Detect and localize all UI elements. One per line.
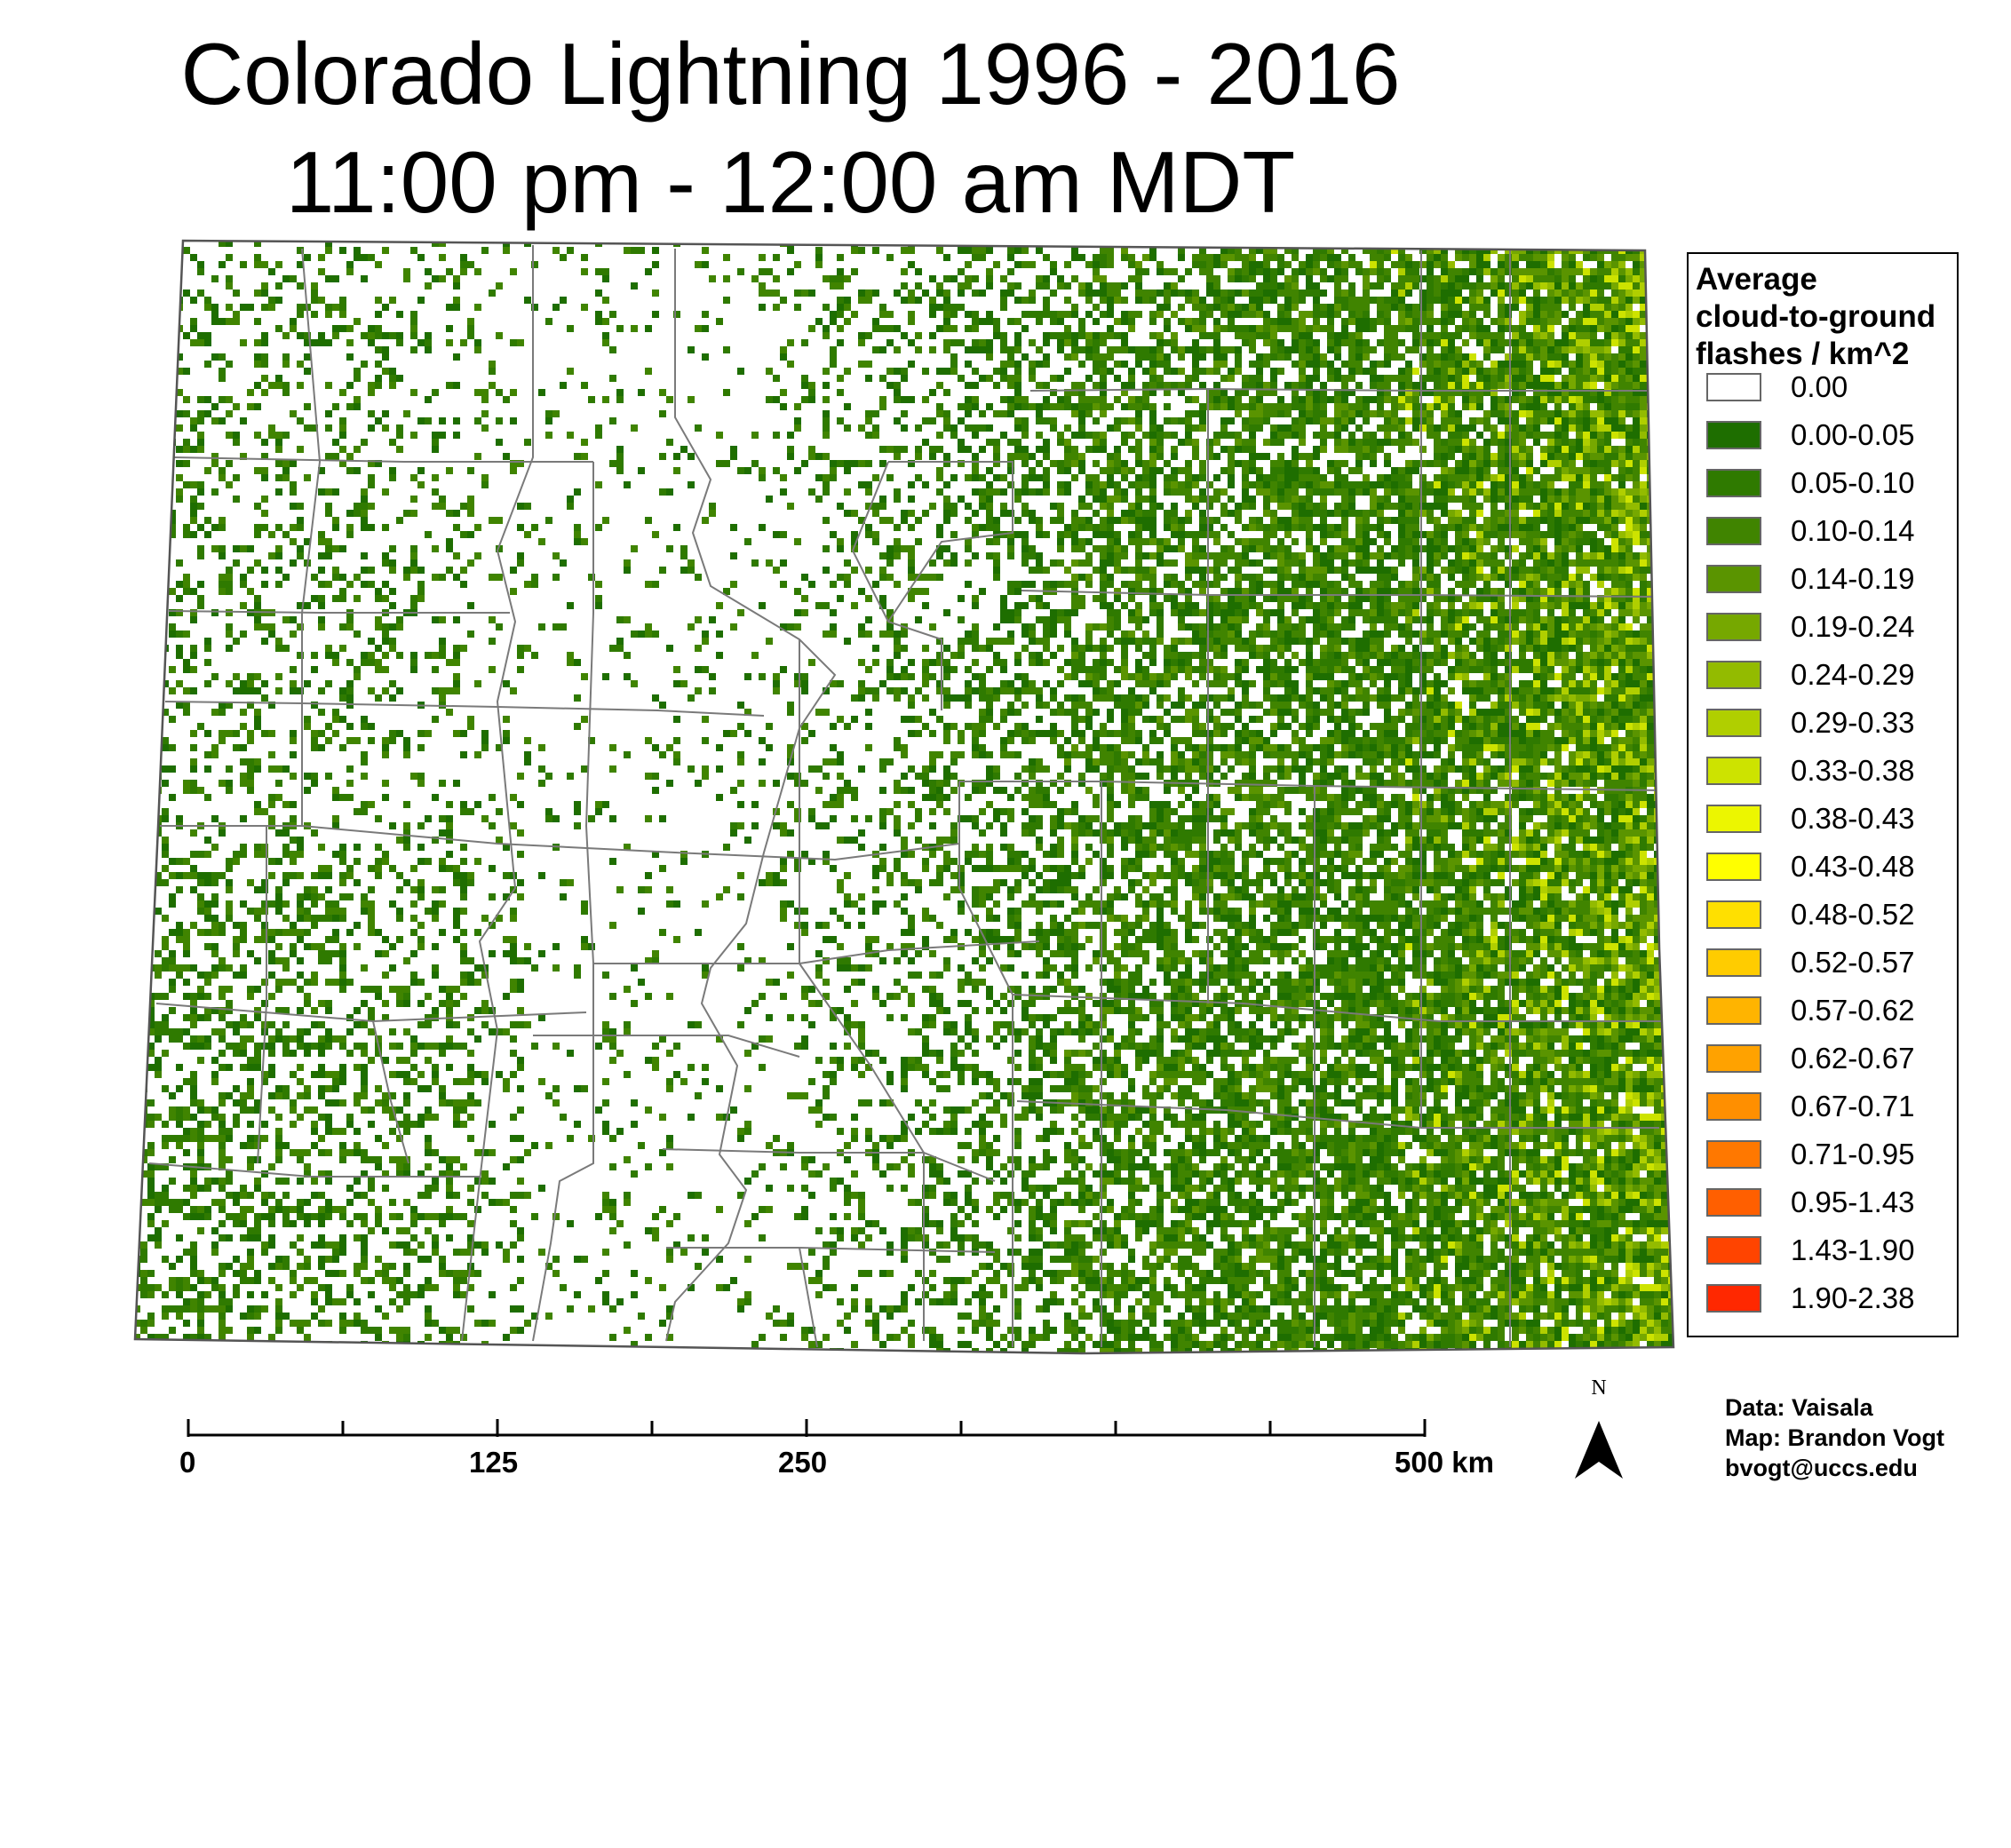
legend-label: 0.00 [1791, 370, 1848, 403]
legend: Average cloud-to-ground flashes / km^2 0… [1687, 252, 1959, 1337]
legend-label: 0.62-0.67 [1791, 1042, 1915, 1075]
county-line [1016, 1100, 1659, 1129]
legend-label: 0.10-0.14 [1791, 514, 1915, 547]
legend-label: 0.33-0.38 [1791, 754, 1915, 787]
legend-label: 0.57-0.62 [1791, 994, 1915, 1027]
legend-label: 0.71-0.95 [1791, 1138, 1915, 1170]
credit-map-author: Map: Brandon Vogt [1725, 1424, 1944, 1451]
legend-swatch [1706, 517, 1761, 545]
legend-swatch [1706, 421, 1761, 449]
county-boundaries [148, 245, 1662, 1348]
legend-label: 0.43-0.48 [1791, 850, 1915, 883]
legend-label: 0.38-0.43 [1791, 802, 1915, 835]
legend-swatch [1706, 996, 1761, 1025]
legend-label: 0.05-0.10 [1791, 466, 1915, 499]
legend-swatch [1706, 948, 1761, 977]
scale-label-125: 125 [469, 1446, 519, 1479]
legend-swatch [1706, 1092, 1761, 1121]
legend-title-line: cloud-to-ground [1696, 299, 1936, 334]
legend-label: 0.29-0.33 [1791, 706, 1915, 739]
legend-swatch [1706, 1188, 1761, 1217]
legend-swatch [1706, 709, 1761, 737]
county-line [257, 826, 267, 1164]
legend-label: 0.14-0.19 [1791, 562, 1915, 595]
county-line [168, 610, 510, 614]
legend-swatch [1706, 900, 1761, 929]
legend-swatch [1706, 757, 1761, 785]
county-line [799, 639, 925, 1341]
map-title-line-2: 11:00 pm - 12:00 am MDT [285, 133, 1296, 231]
legend-title-line: flashes / km^2 [1696, 337, 1910, 371]
credit-data-source: Data: Vaisala [1725, 1394, 1873, 1421]
legend-swatch [1706, 805, 1761, 833]
credit-email: bvogt@uccs.edu [1725, 1455, 1918, 1481]
map-title-line-1: Colorado Lightning 1996 - 2016 [180, 25, 1401, 123]
legend-label: 1.43-1.90 [1791, 1233, 1915, 1266]
scale-label-250: 250 [778, 1446, 828, 1479]
legend-label: 1.90-2.38 [1791, 1281, 1915, 1314]
county-line [799, 1247, 818, 1348]
legend-label: 0.19-0.24 [1791, 610, 1915, 643]
legend-swatch [1706, 1140, 1761, 1169]
map-credits: Data: Vaisala Map: Brandon Vogt bvogt@uc… [1725, 1392, 1944, 1483]
legend-swatch [1706, 565, 1761, 593]
county-line [372, 1020, 409, 1164]
county-line [301, 248, 322, 826]
legend-label: 0.48-0.52 [1791, 898, 1915, 931]
county-line [1012, 994, 1661, 1022]
county-line [148, 1162, 480, 1178]
county-line [532, 462, 594, 1342]
legend-label: 0.67-0.71 [1791, 1090, 1915, 1122]
county-line [665, 249, 837, 1342]
legend-label: 0.52-0.57 [1791, 946, 1915, 979]
north-arrow-icon: N [1572, 1376, 1625, 1483]
county-line [461, 245, 534, 1342]
legend-title: Average cloud-to-ground flashes / km^2 [1696, 261, 1935, 373]
legend-swatch [1706, 613, 1761, 641]
lightning-density-raster [135, 241, 1673, 1353]
legend-swatch [1706, 469, 1761, 497]
legend-label: 0.95-1.43 [1791, 1186, 1915, 1218]
legend-swatch [1706, 1236, 1761, 1265]
state-outline [133, 239, 1675, 1355]
north-label: N [1591, 1376, 1607, 1400]
county-line [593, 940, 1040, 964]
county-line [851, 461, 942, 710]
county-line [887, 461, 1013, 623]
county-line [1021, 590, 1653, 598]
scale-bar [187, 1419, 1427, 1437]
legend-label: 0.24-0.29 [1791, 658, 1915, 691]
county-line [173, 456, 593, 463]
legend-swatch [1706, 1044, 1761, 1073]
legend-label: 0.00-0.05 [1791, 418, 1915, 451]
legend-swatch [1706, 1284, 1761, 1313]
county-line [958, 781, 1013, 1347]
legend-swatch [1706, 373, 1761, 401]
county-line [662, 1148, 996, 1182]
scale-label-0: 0 [179, 1446, 196, 1479]
legend-title-line: Average [1696, 262, 1817, 297]
legend-swatch [1706, 853, 1761, 881]
county-line [1029, 387, 1648, 392]
county-line [533, 1035, 800, 1058]
scale-label-500-km: 500 km [1395, 1446, 1494, 1479]
legend-swatch [1706, 661, 1761, 689]
county-line [160, 825, 960, 861]
